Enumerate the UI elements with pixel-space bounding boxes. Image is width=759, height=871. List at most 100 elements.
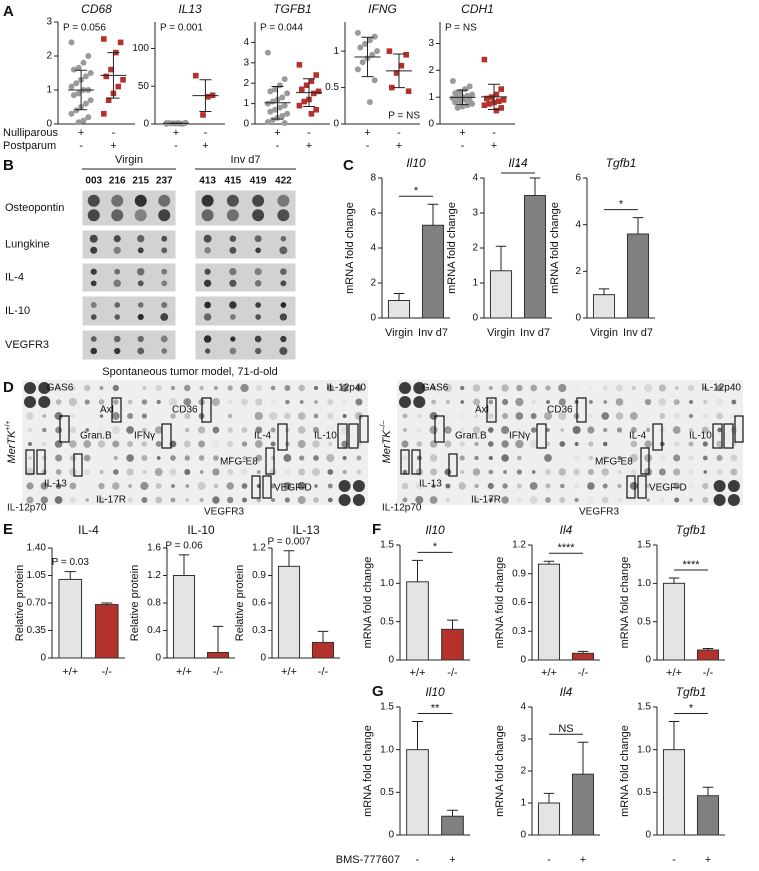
array-spot	[459, 441, 465, 447]
array-spot	[643, 383, 653, 393]
array-spot	[27, 427, 33, 433]
blot-row	[81, 295, 177, 327]
y-tick-label: 3	[472, 208, 478, 219]
array-spot	[313, 497, 319, 503]
array-spot	[602, 441, 608, 447]
condition-label: Postparum	[3, 140, 56, 152]
array-spot	[341, 440, 348, 448]
sample-label: 003	[85, 176, 102, 187]
blot-spot	[280, 280, 287, 287]
data-point	[354, 29, 361, 36]
chart-title: IFNG	[368, 2, 397, 16]
array-spot	[531, 399, 537, 405]
array-spot	[688, 441, 694, 447]
y-tick-label: 2	[575, 266, 581, 277]
data-point	[498, 105, 504, 111]
x-tick-label: -/-	[447, 667, 458, 679]
array-spot	[702, 441, 708, 447]
array-spot	[141, 496, 148, 504]
array-spot	[55, 469, 62, 475]
array-spot	[603, 400, 608, 404]
blot-spot	[137, 302, 144, 308]
array-spot	[55, 426, 62, 434]
data-point	[366, 37, 373, 44]
spot-box	[161, 423, 172, 449]
array-spot	[314, 484, 318, 488]
x-tick-label: +/+	[176, 666, 192, 678]
array-spot	[327, 483, 333, 489]
array-spot	[545, 385, 551, 391]
array-spot	[355, 398, 363, 406]
array-spot	[97, 425, 106, 435]
spot-box	[712, 423, 723, 449]
array-spot	[54, 440, 63, 448]
array-spot	[460, 385, 465, 391]
row-label: IL-4	[5, 271, 24, 283]
array-spot	[142, 427, 147, 433]
array-spot	[27, 441, 33, 447]
array-spot	[83, 412, 91, 420]
error-bar	[412, 559, 423, 582]
blot-spot	[137, 235, 145, 243]
error-bar	[101, 602, 113, 605]
y-tick-label: 1.05	[27, 570, 47, 581]
array-label: MerTK–/–	[380, 421, 393, 464]
array-spot	[572, 425, 581, 435]
array-spot	[184, 384, 191, 392]
array-spot	[141, 399, 148, 405]
array-spot	[702, 455, 708, 461]
p-value: P = 0.007	[268, 536, 311, 547]
condition-sign: -	[204, 127, 208, 139]
data-point	[405, 88, 412, 95]
array-spot	[327, 399, 334, 405]
blot-spot	[161, 247, 168, 254]
array-spot	[327, 497, 333, 503]
data-point	[461, 96, 468, 103]
array-spot	[68, 397, 77, 407]
data-point	[393, 70, 400, 76]
array-spot	[646, 414, 650, 418]
sd-bar	[199, 79, 212, 113]
array-spot	[574, 497, 579, 503]
array-spot	[472, 398, 481, 406]
y-tick-label: 1	[472, 278, 478, 289]
panel-letter: B	[3, 157, 14, 174]
sample-label: 237	[156, 176, 173, 187]
data-point	[264, 118, 271, 125]
blot-spot	[87, 194, 100, 207]
y-axis-label: mRNA fold change	[494, 557, 506, 649]
blot-spot	[201, 209, 214, 222]
array-spot	[183, 398, 192, 406]
array-spot	[69, 482, 77, 490]
array-spot	[184, 412, 191, 420]
array-spot	[502, 483, 508, 489]
array-spot	[297, 496, 306, 504]
array-spot	[155, 496, 163, 504]
array-spot	[97, 453, 106, 463]
y-tick-label: 0.35	[27, 625, 47, 636]
data-point	[75, 119, 82, 126]
array-spot	[703, 386, 708, 390]
condition-sign: -	[307, 127, 311, 139]
blot-spot	[255, 314, 261, 320]
array-spot	[402, 497, 408, 503]
x-tick-label: Inv d7	[520, 327, 550, 339]
array-spot	[127, 412, 134, 420]
blot-spot	[160, 335, 168, 343]
array-spot	[630, 427, 637, 433]
y-tick-label: 1.5	[380, 540, 394, 551]
array-spot	[402, 469, 408, 475]
row-label: IL-10	[5, 305, 30, 317]
array-spot	[54, 496, 63, 504]
blot-spot	[113, 235, 121, 243]
array-spot	[559, 441, 566, 447]
spot-box	[265, 447, 275, 475]
y-tick-label: 1.5	[380, 702, 394, 713]
array-spot	[84, 399, 90, 405]
condition-sign: +	[110, 140, 116, 152]
array-spot	[55, 454, 63, 462]
array-spot	[113, 455, 118, 461]
array-spot	[402, 427, 408, 433]
error-bar	[64, 571, 76, 580]
y-tick-label: 0	[520, 830, 526, 841]
